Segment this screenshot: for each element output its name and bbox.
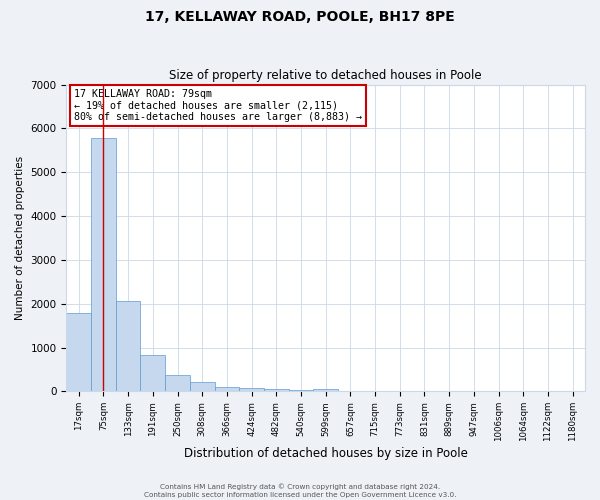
Bar: [140, 356, 165, 392]
Bar: [264, 389, 289, 392]
Text: 17, KELLAWAY ROAD, POOLE, BH17 8PE: 17, KELLAWAY ROAD, POOLE, BH17 8PE: [145, 10, 455, 24]
Bar: [190, 382, 215, 392]
Bar: [313, 388, 338, 392]
Bar: [91, 138, 116, 392]
Title: Size of property relative to detached houses in Poole: Size of property relative to detached ho…: [169, 69, 482, 82]
Bar: [67, 314, 91, 392]
X-axis label: Distribution of detached houses by size in Poole: Distribution of detached houses by size …: [184, 447, 467, 460]
Y-axis label: Number of detached properties: Number of detached properties: [15, 156, 25, 320]
Bar: [215, 386, 239, 392]
Bar: [165, 375, 190, 392]
Bar: [289, 390, 313, 392]
Text: Contains HM Land Registry data © Crown copyright and database right 2024.
Contai: Contains HM Land Registry data © Crown c…: [144, 484, 456, 498]
Bar: [239, 388, 264, 392]
Bar: [116, 301, 140, 392]
Text: 17 KELLAWAY ROAD: 79sqm
← 19% of detached houses are smaller (2,115)
80% of semi: 17 KELLAWAY ROAD: 79sqm ← 19% of detache…: [74, 89, 362, 122]
